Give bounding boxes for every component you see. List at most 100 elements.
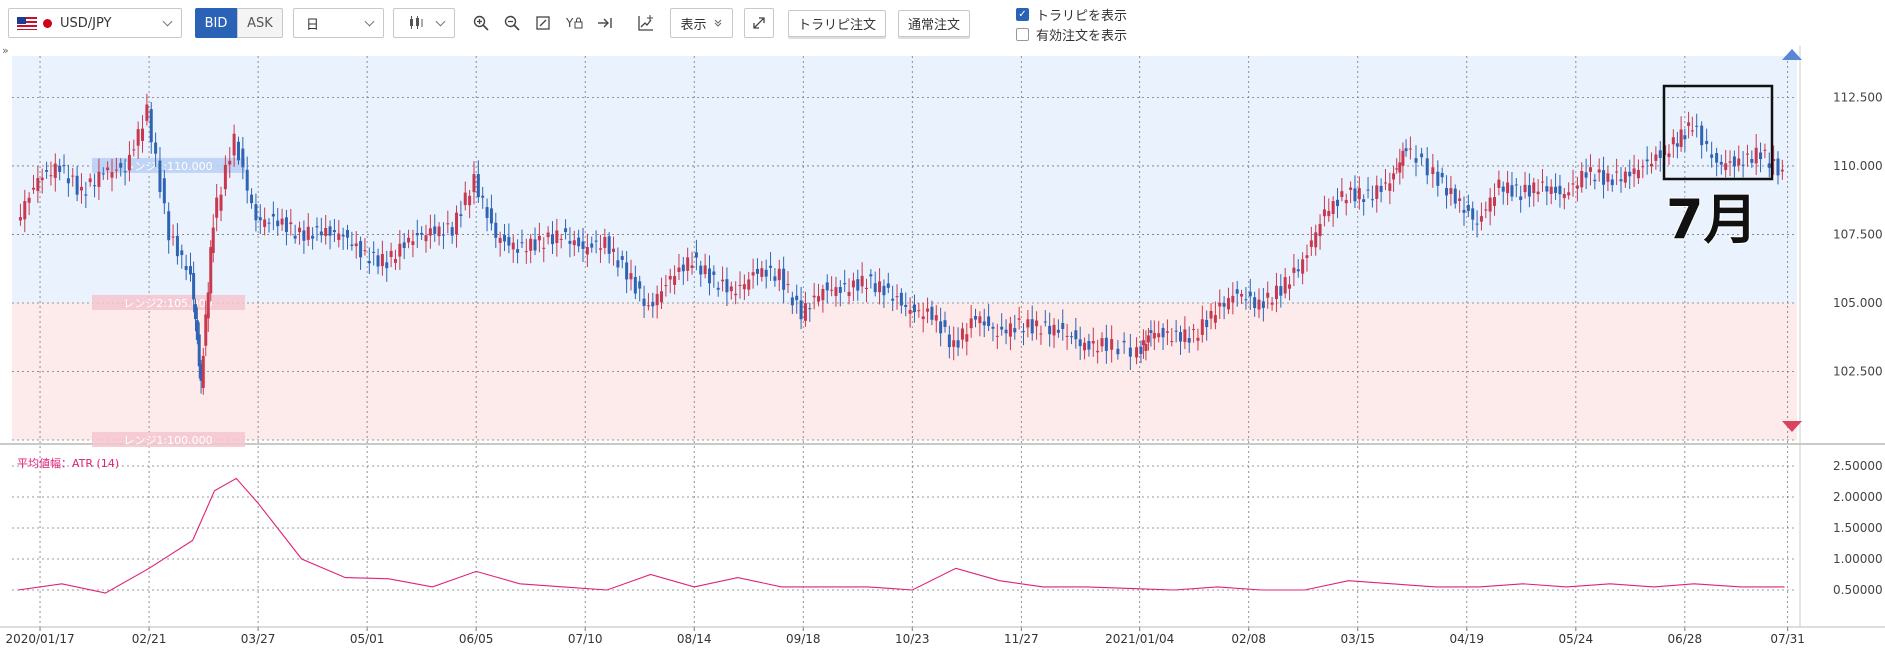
scroll-to-latest-icon[interactable]	[590, 8, 619, 38]
candle-body	[830, 289, 834, 291]
candle-body	[101, 173, 105, 175]
candle-body	[1196, 337, 1200, 341]
x-tick-label: 03/15	[1340, 632, 1375, 646]
candle-body	[939, 321, 943, 334]
chart-type-select[interactable]	[393, 8, 455, 38]
candle-body	[782, 268, 786, 290]
candle-body	[926, 308, 930, 312]
candle-body	[1240, 293, 1244, 297]
candle-body	[660, 291, 664, 303]
candle-body	[1104, 337, 1108, 351]
display-menu-button[interactable]: 表示	[670, 8, 733, 38]
candle-body	[1719, 161, 1723, 165]
candle-body	[455, 212, 459, 235]
candle-body	[476, 174, 480, 198]
fullscreen-button[interactable]	[744, 8, 774, 38]
normal-order-button[interactable]: 通常注文	[898, 10, 971, 37]
candle-body	[1096, 350, 1100, 353]
candle-body	[537, 235, 541, 241]
candle-body	[952, 340, 956, 347]
x-tick-label: 05/01	[350, 632, 385, 646]
candle-body	[1231, 295, 1235, 303]
candle-body	[1453, 188, 1457, 204]
candle-body	[1506, 182, 1510, 194]
scroll-up-arrow-icon[interactable]	[1782, 49, 1802, 60]
candle-body	[1388, 183, 1392, 191]
candle-body	[189, 266, 192, 275]
candle-body	[1671, 137, 1675, 145]
candle-body	[603, 237, 607, 248]
bid-button[interactable]: BID	[195, 8, 237, 38]
candle-body	[1562, 194, 1566, 199]
candle-body	[446, 223, 450, 225]
candle-body	[1588, 167, 1592, 172]
candle-body	[241, 148, 245, 168]
candle-body	[1065, 335, 1069, 337]
candle-body	[284, 217, 288, 233]
candle-body	[36, 178, 40, 191]
candle-body	[132, 149, 136, 151]
candle-body	[803, 303, 807, 321]
july-highlight-box	[1662, 84, 1774, 181]
candle-body	[40, 177, 44, 181]
candle-body	[1087, 340, 1091, 350]
candle-body	[978, 316, 982, 324]
candle-body	[1536, 191, 1540, 195]
candle-body	[53, 163, 57, 178]
candle-body	[987, 316, 991, 327]
scroll-down-arrow-icon[interactable]	[1782, 421, 1802, 432]
candle-body	[332, 230, 336, 233]
candle-body	[712, 271, 716, 275]
candlestick-icon	[410, 16, 423, 29]
ask-button[interactable]: ASK	[237, 8, 283, 38]
expand-icon	[753, 17, 765, 29]
fit-screen-icon[interactable]	[528, 8, 557, 38]
candle-body	[415, 233, 419, 236]
candle-body	[254, 204, 258, 221]
range-label: レンジ1:100.000	[123, 434, 212, 447]
candle-body	[75, 175, 79, 195]
candle-body	[921, 316, 925, 320]
candle-body	[1690, 130, 1694, 132]
candle-body	[542, 247, 546, 249]
add-indicator-icon[interactable]	[631, 8, 660, 38]
candle-body	[856, 279, 860, 291]
candle-body	[1741, 164, 1745, 166]
candle-body	[1017, 318, 1021, 320]
candle-body	[524, 251, 528, 253]
candle-body	[311, 235, 315, 239]
candle-body	[1395, 168, 1399, 170]
collapse-panel-icon[interactable]: »	[2, 46, 9, 57]
candle-body	[694, 252, 698, 258]
candle-body	[162, 178, 166, 204]
candle-body	[790, 297, 794, 306]
zoom-out-icon[interactable]	[497, 8, 526, 38]
candle-body	[110, 172, 114, 178]
candle-body	[1514, 184, 1518, 186]
candle-body	[149, 109, 153, 143]
candle-body	[812, 295, 816, 298]
candle-body	[1122, 340, 1126, 343]
candle-body	[550, 234, 554, 245]
y-axis-lock-icon[interactable]: Y	[559, 8, 588, 38]
candle-body	[1466, 204, 1470, 211]
x-tick-label: 06/05	[459, 632, 494, 646]
candle-body	[127, 154, 131, 171]
candle-body	[407, 237, 411, 243]
candle-body	[1344, 199, 1348, 204]
candle-body	[1039, 333, 1043, 335]
candle-body	[917, 310, 921, 312]
trarip-order-button[interactable]: トラリピ注文	[788, 10, 887, 37]
show-active-orders-checkbox[interactable]: 有効注文を表示	[1016, 25, 1127, 44]
zoom-in-icon[interactable]	[466, 8, 495, 38]
chevron-down-icon	[364, 16, 375, 27]
candle-body	[180, 250, 184, 256]
candle-body	[1149, 330, 1153, 333]
show-trarip-checkbox[interactable]: ✓ トラリピを表示	[1016, 5, 1127, 24]
candle-body	[1261, 301, 1265, 309]
period-select[interactable]: 日	[293, 8, 384, 38]
candle-body	[1754, 147, 1758, 164]
y-tick-label: 105.000	[1833, 296, 1883, 310]
symbol-select[interactable]: USD/JPY	[8, 8, 182, 38]
